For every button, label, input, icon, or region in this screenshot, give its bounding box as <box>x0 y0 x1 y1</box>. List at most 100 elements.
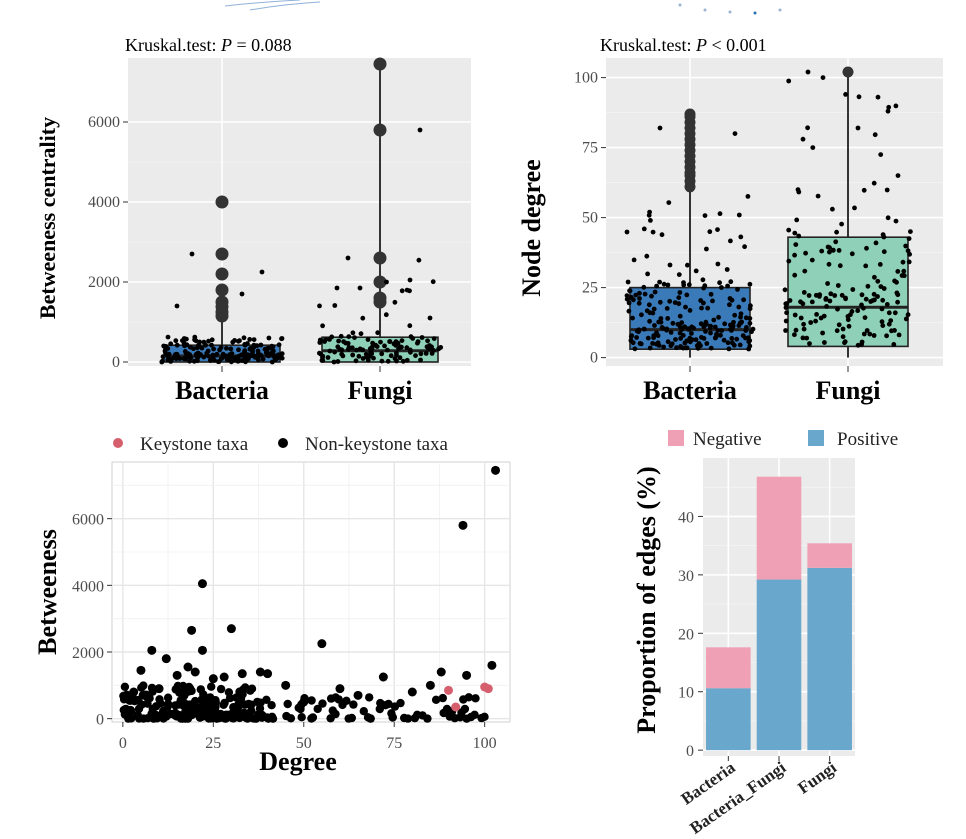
legend-positive-label: Positive <box>837 429 898 450</box>
jitter-point <box>676 272 682 277</box>
jitter-point <box>194 345 200 351</box>
jitter-point <box>400 358 406 364</box>
outlier-point <box>215 267 229 281</box>
y-tick-label: 4000 <box>72 578 104 595</box>
jitter-point <box>704 341 710 346</box>
jitter-point <box>357 285 363 291</box>
jitter-point <box>657 125 663 131</box>
outlier-point <box>373 251 387 265</box>
deco-dot-4 <box>753 11 757 15</box>
jitter-point <box>870 298 875 303</box>
jitter-point <box>712 335 718 341</box>
jitter-point <box>747 338 753 343</box>
jitter-point <box>747 320 753 326</box>
y-axis-label-1: Betweeness centrality <box>35 117 60 319</box>
jitter-point <box>387 339 392 344</box>
jitter-point <box>794 217 800 223</box>
jitter-point <box>239 291 245 297</box>
jitter-point <box>801 326 807 332</box>
jitter-point <box>279 336 284 342</box>
jitter-point <box>654 283 659 289</box>
jitter-points-2 <box>624 69 913 352</box>
jitter-point <box>160 354 166 360</box>
jitter-point <box>822 340 827 345</box>
scatter-point-non-keystone <box>353 690 363 700</box>
jitter-point <box>211 346 217 352</box>
jitter-point <box>735 287 740 292</box>
jitter-point <box>209 337 215 343</box>
jitter-point <box>836 248 842 253</box>
y-ticks-1: 0 2000 4000 6000 <box>88 114 128 371</box>
jitter-point <box>385 347 390 353</box>
jitter-point <box>800 136 806 142</box>
jitter-point <box>255 348 261 354</box>
jitter-point <box>892 310 898 316</box>
jitter-point <box>641 326 647 332</box>
jitter-point <box>624 293 630 298</box>
jitter-point <box>332 303 338 308</box>
jitter-point <box>636 328 642 334</box>
scatter-point-non-keystone <box>297 713 306 722</box>
x-tick-label: 0 <box>119 735 127 752</box>
jitter-point <box>624 296 630 302</box>
jitter-point <box>399 338 405 343</box>
jitter-point <box>683 304 688 310</box>
scatter-point-keystone <box>443 685 453 695</box>
jitter-point <box>676 295 682 300</box>
jitter-point <box>336 338 341 344</box>
jitter-point <box>849 309 855 314</box>
scatter-point-non-keystone <box>224 688 234 697</box>
jitter-point <box>678 344 683 349</box>
jitter-point <box>798 299 803 305</box>
jitter-point <box>725 283 730 289</box>
jitter-point <box>886 310 892 316</box>
jitter-point <box>805 125 810 131</box>
jitter-point <box>722 321 728 327</box>
x-ticks-1: Bacteria Fungi <box>175 366 413 405</box>
jitter-point <box>863 296 869 302</box>
scatter-point-non-keystone <box>185 706 194 716</box>
jitter-point <box>631 257 637 263</box>
outlier-point <box>215 283 229 297</box>
scatter-point-non-keystone <box>458 520 468 530</box>
jitter-point <box>365 357 371 363</box>
jitter-point <box>407 347 413 353</box>
jitter-point <box>783 318 789 324</box>
jitter-point <box>404 345 410 351</box>
scatter-point-non-keystone <box>407 687 417 697</box>
jitter-point <box>815 193 821 199</box>
jitter-point <box>859 292 865 298</box>
scatter-point-non-keystone <box>491 465 501 475</box>
jitter-point <box>849 251 855 257</box>
jitter-point <box>317 340 323 345</box>
jitter-point <box>666 200 672 206</box>
jitter-point <box>415 340 420 346</box>
scatter-point-non-keystone <box>171 685 180 694</box>
jitter-point <box>224 345 229 351</box>
jitter-point <box>262 346 268 352</box>
jitter-point <box>738 314 743 320</box>
scatter-point-non-keystone <box>139 681 148 690</box>
jitter-point <box>813 318 818 324</box>
jitter-point <box>900 259 906 265</box>
jitter-point <box>644 253 650 259</box>
scatter-point-non-keystone <box>328 706 337 715</box>
jitter-point <box>641 226 647 232</box>
jitter-point <box>170 355 176 361</box>
jitter-point <box>345 255 351 261</box>
jitter-point <box>199 345 205 351</box>
jitter-point <box>864 245 869 251</box>
jitter-point <box>736 212 742 218</box>
scatter-point-non-keystone <box>143 699 152 708</box>
scatter-point-non-keystone <box>487 660 497 670</box>
jitter-point <box>668 330 674 335</box>
outlier-point <box>684 108 696 120</box>
jitter-point <box>642 291 648 297</box>
jitter-point <box>657 299 663 305</box>
jitter-point <box>335 344 341 350</box>
jitter-point <box>843 92 848 97</box>
y-tick-label: 100 <box>574 70 598 87</box>
jitter-point <box>646 212 652 218</box>
scatter-point-non-keystone <box>237 669 247 679</box>
scatter-point-non-keystone <box>127 714 136 723</box>
